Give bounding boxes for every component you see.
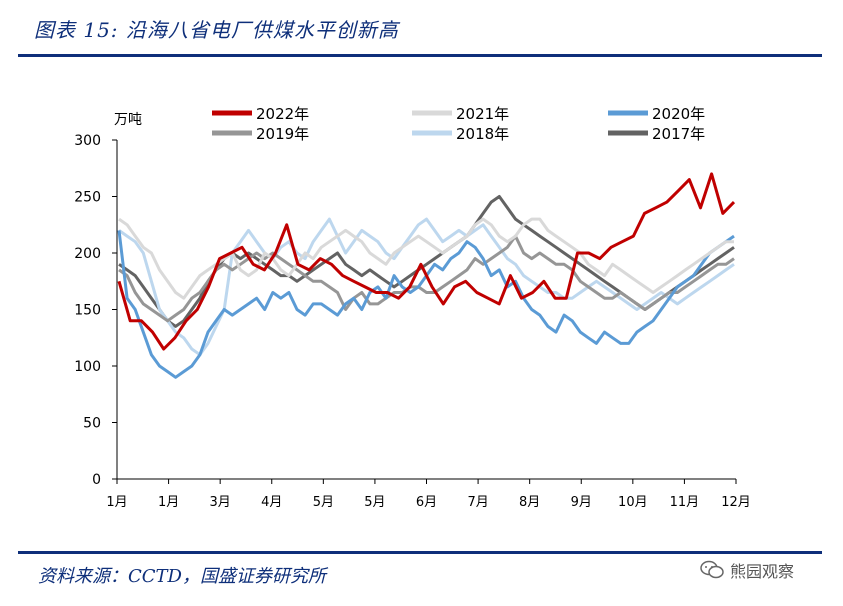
legend-label: 2019年 — [256, 125, 309, 143]
x-tick-label: 7月 — [467, 495, 488, 510]
x-tick-label: 12月 — [721, 495, 751, 510]
x-tick-label: 5月 — [313, 495, 334, 510]
y-tick-label: 100 — [74, 359, 101, 375]
series-layer — [117, 172, 736, 379]
watermark-text: 熊园观察 — [730, 562, 795, 581]
y-tick-label: 0 — [92, 472, 101, 488]
x-tick-label: 9月 — [571, 495, 592, 510]
series-line-2020年 — [117, 230, 735, 379]
x-tick-label: 10月 — [618, 495, 648, 510]
x-tick-label: 11月 — [670, 495, 700, 510]
series-line-2021年 — [118, 217, 734, 300]
x-tick-label: 4月 — [261, 495, 282, 510]
axes: 0 50 100 150 200 250 300 1月 1月 3月 4月 5月 5月 6月 7月 8月 9月 10… — [74, 133, 751, 510]
figure-title: 图表 15: 沿海八省电厂供煤水平创新高 — [34, 18, 399, 42]
series-line-2022年 — [117, 172, 736, 351]
legend-label: 2018年 — [456, 125, 509, 143]
x-tick-label: 8月 — [519, 495, 540, 510]
y-tick-label: 250 — [74, 190, 101, 206]
series-line-2019年 — [118, 234, 735, 323]
x-tick-label: 1月 — [158, 495, 179, 510]
legend-label: 2021年 — [456, 105, 509, 123]
legend-label: 2022年 — [256, 105, 309, 123]
bottom-rule — [18, 551, 822, 554]
legend-label: 2020年 — [652, 105, 705, 123]
series-line-2018年 — [118, 217, 735, 357]
y-tick-label: 150 — [74, 303, 101, 319]
y-tick-label: 200 — [74, 246, 101, 262]
legend: 2022年 2021年 2020年 2019年 2018年 2017年 — [212, 105, 705, 143]
x-tick-label: 6月 — [416, 495, 437, 510]
watermark: 熊园观察 — [700, 558, 794, 582]
y-tick-label: 300 — [74, 133, 101, 149]
y-tick-label: 50 — [83, 416, 101, 432]
top-rule — [18, 54, 822, 57]
legend-label: 2017年 — [652, 125, 705, 143]
y-axis-unit-label: 万吨 — [114, 112, 142, 128]
x-tick-label: 1月 — [106, 495, 127, 510]
x-tick-label: 5月 — [364, 495, 385, 510]
wechat-icon — [700, 560, 724, 579]
source-note: 资料来源：CCTD，国盛证券研究所 — [38, 566, 326, 587]
x-tick-label: 3月 — [210, 495, 231, 510]
